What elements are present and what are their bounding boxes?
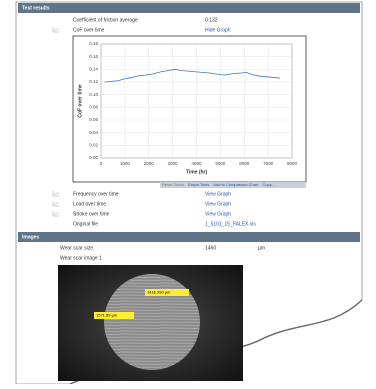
y-tick-label: 0.00	[89, 155, 98, 160]
row-value: 1460	[205, 245, 216, 251]
section-title: Images	[22, 234, 39, 240]
section-header	[18, 3, 360, 13]
y-tick-label: 0.04	[89, 130, 98, 135]
y-tick-label: 0.10	[89, 92, 98, 97]
x-tick-label: 6000	[239, 161, 250, 166]
y-tick-label: 0.18	[89, 41, 98, 46]
row-link[interactable]: View Graph	[205, 201, 231, 207]
section-title: Test results	[22, 5, 50, 11]
y-axis-label: CoF over time	[77, 84, 83, 118]
toolbar-button[interactable]: Graph Tools	[188, 182, 210, 187]
section-header	[18, 232, 360, 242]
row-link[interactable]: View Graph	[205, 211, 231, 217]
toolbar-button[interactable]: Copy...	[262, 182, 274, 187]
row-label: Coefficient of friction average	[73, 17, 138, 23]
y-tick-label: 0.06	[89, 117, 98, 122]
x-tick-label: 1000	[120, 161, 131, 166]
x-tick-label: 3000	[168, 161, 179, 166]
toolbar-button[interactable]: Add to Comparison Chart	[213, 182, 259, 187]
row-label: Frequency over time	[73, 191, 119, 197]
y-tick-label: 0.08	[89, 105, 98, 110]
y-tick-label: 0.12	[89, 79, 98, 84]
row-value: 0.132	[205, 17, 218, 23]
y-tick-label: 0.14	[89, 67, 98, 72]
x-tick-label: 8000	[287, 161, 298, 166]
row-label: Stroke over time	[73, 211, 110, 217]
row-label: Wear scar image 1	[60, 255, 102, 261]
row-link[interactable]: View Graph	[205, 191, 231, 197]
y-tick-label: 0.02	[89, 143, 98, 148]
x-tick-label: 2000	[144, 161, 155, 166]
row-label: Load over time	[73, 201, 106, 207]
wear-scar	[104, 274, 200, 370]
row-link[interactable]: 1_5101_15_FALEX.xls	[205, 221, 256, 227]
row-label: CoF over time	[73, 27, 105, 33]
measure-label: 1416.390 µm	[147, 290, 171, 295]
measure-label: 1571.59 µm	[96, 313, 118, 318]
chart: 0.00 0.02 0.04 0.06 0.08 0.10 0.12 0.14 0.16 0.18…	[77, 41, 297, 175]
y-tick-label: 0.16	[89, 54, 98, 59]
row-label: Original file	[73, 221, 98, 227]
toolbar-button[interactable]: Reset Zoom	[162, 182, 184, 187]
x-tick-label: 7000	[263, 161, 274, 166]
row-link[interactable]: Hide Graph	[205, 27, 231, 33]
row-unit: µm	[258, 245, 265, 251]
x-axis-label: Time (hr)	[186, 169, 208, 175]
x-tick-label: 5000	[215, 161, 226, 166]
page: Test results Coefficient of friction ave…	[0, 0, 376, 384]
x-tick-label: 4000	[191, 161, 202, 166]
row-label: Wear scar size	[60, 245, 93, 251]
